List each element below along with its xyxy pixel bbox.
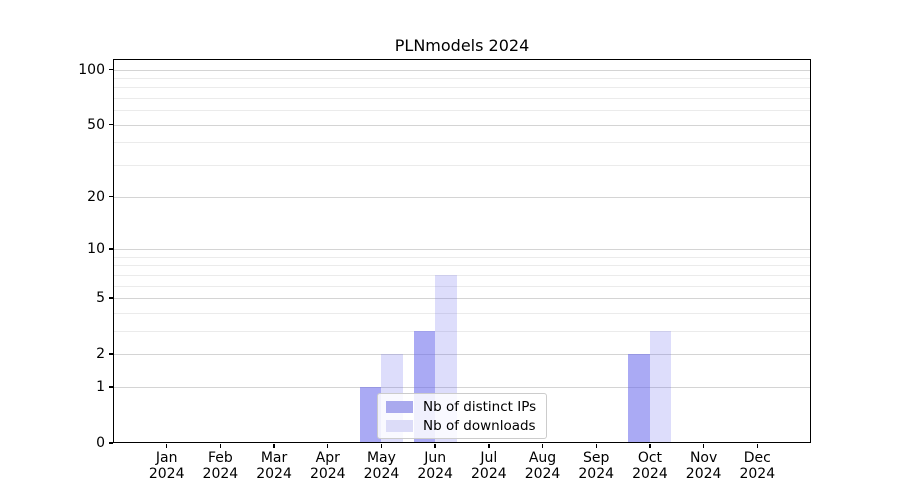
bar-distinct-ips-may xyxy=(359,386,382,442)
gridline-major xyxy=(114,124,810,126)
x-tick-label-year: 2024 xyxy=(578,466,615,482)
x-tick-label: Jan 2024 xyxy=(135,450,199,482)
x-axis-tick xyxy=(273,444,275,448)
x-tick-label: Apr 2024 xyxy=(296,450,360,482)
y-axis-tick xyxy=(109,68,113,71)
x-tick-label: May 2024 xyxy=(349,450,413,482)
legend-label-downloads: Nb of downloads xyxy=(423,417,536,434)
gridline-minor xyxy=(114,285,810,287)
gridline-minor xyxy=(114,274,810,276)
legend-swatch-downloads xyxy=(386,419,413,432)
gridline-minor xyxy=(114,142,810,144)
x-tick-label-year: 2024 xyxy=(148,466,185,482)
gridline-minor xyxy=(114,256,810,258)
gridline-major xyxy=(114,248,810,250)
x-axis-tick xyxy=(595,444,597,448)
x-tick-label-month: Oct xyxy=(637,450,663,466)
x-tick-label-year: 2024 xyxy=(632,466,668,482)
x-tick-label: Dec 2024 xyxy=(725,450,789,482)
x-tick-label-month: Jan xyxy=(155,450,178,466)
y-axis-tick xyxy=(109,442,113,444)
bar-downloads-oct xyxy=(649,330,672,442)
x-tick-label-month: Jul xyxy=(480,450,498,466)
x-tick-label: Mar 2024 xyxy=(242,450,306,482)
x-tick-label-month: May xyxy=(366,450,396,466)
legend: Nb of distinct IPs Nb of downloads xyxy=(377,393,547,439)
x-tick-label-month: Jun xyxy=(424,450,447,466)
y-axis-tick xyxy=(109,386,113,388)
gridline-minor xyxy=(114,165,810,167)
gridline-minor xyxy=(114,312,810,314)
x-axis-tick xyxy=(327,444,329,448)
y-tick-label: 10 xyxy=(87,240,105,257)
gridline-major xyxy=(114,69,810,71)
bar-distinct-ips-oct xyxy=(628,354,650,442)
gridline-major xyxy=(114,354,810,356)
x-tick-label-month: Mar xyxy=(260,450,288,466)
x-tick-label-year: 2024 xyxy=(471,466,507,482)
gridline-minor xyxy=(114,87,810,89)
x-tick-label: Oct 2024 xyxy=(618,450,682,482)
x-tick-label: Sep 2024 xyxy=(564,450,628,482)
x-tick-label-year: 2024 xyxy=(417,466,453,482)
x-tick-label-year: 2024 xyxy=(685,466,722,482)
gridline-minor xyxy=(114,77,810,79)
y-tick-label: 20 xyxy=(87,188,105,205)
gridline-major xyxy=(114,386,810,388)
x-tick-label-year: 2024 xyxy=(309,466,346,482)
y-axis-tick xyxy=(109,124,113,126)
gridline-major xyxy=(114,297,810,299)
y-tick-label: 0 xyxy=(96,435,105,451)
legend-item-downloads: Nb of downloads xyxy=(386,416,538,435)
y-tick-label: 5 xyxy=(96,289,105,306)
x-tick-label-month: Nov xyxy=(689,450,718,466)
x-tick-label-year: 2024 xyxy=(739,466,776,482)
legend-label-distinct-ips: Nb of distinct IPs xyxy=(423,398,537,415)
x-axis-tick xyxy=(165,444,168,448)
y-tick-label: 1 xyxy=(96,378,105,395)
x-tick-label: Nov 2024 xyxy=(672,450,736,482)
x-tick-label-month: Aug xyxy=(528,450,557,466)
y-axis-tick xyxy=(109,353,113,355)
y-axis-tick xyxy=(109,297,113,299)
x-axis-tick xyxy=(219,444,222,448)
x-tick-label-month: Apr xyxy=(315,450,340,466)
x-tick-label-year: 2024 xyxy=(202,466,239,482)
gridline-minor xyxy=(114,110,810,112)
x-tick-label-year: 2024 xyxy=(363,466,400,482)
x-tick-label-month: Feb xyxy=(207,450,233,466)
gridline-minor xyxy=(114,265,810,267)
x-axis-tick xyxy=(756,444,758,448)
x-axis-tick xyxy=(649,444,651,448)
x-tick-label-year: 2024 xyxy=(524,466,561,482)
x-tick-label-month: Sep xyxy=(583,450,610,466)
x-axis-tick xyxy=(380,444,383,448)
legend-item-distinct-ips: Nb of distinct IPs xyxy=(386,397,538,416)
x-axis-tick xyxy=(541,444,544,448)
chart-title: PLNmodels 2024 xyxy=(394,36,530,55)
x-tick-label-month: Dec xyxy=(743,450,771,466)
x-tick-label: Feb 2024 xyxy=(188,450,252,482)
gridline-minor xyxy=(114,330,810,332)
plot-area xyxy=(113,59,811,443)
x-tick-label-year: 2024 xyxy=(256,466,292,482)
x-axis-tick xyxy=(434,444,436,448)
legend-swatch-distinct-ips xyxy=(386,400,413,413)
y-tick-label: 50 xyxy=(87,116,105,133)
x-axis-tick xyxy=(702,444,705,448)
x-axis-tick xyxy=(488,444,490,448)
gridline-minor xyxy=(114,98,810,100)
x-tick-label: Aug 2024 xyxy=(511,450,575,482)
y-axis-tick xyxy=(109,248,113,250)
y-axis-tick xyxy=(109,195,113,198)
x-tick-label: Jun 2024 xyxy=(403,450,467,482)
y-tick-label: 2 xyxy=(96,346,105,363)
x-tick-label: Jul 2024 xyxy=(457,450,521,482)
y-tick-label: 100 xyxy=(78,61,105,78)
gridline-major xyxy=(114,196,810,198)
